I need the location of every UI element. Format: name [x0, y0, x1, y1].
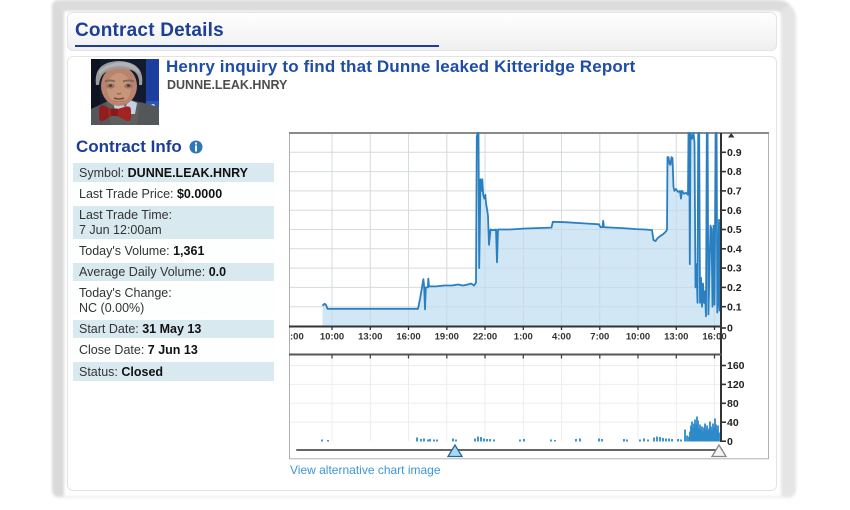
svg-text:0.5: 0.5	[727, 224, 742, 236]
svg-text:0.6: 0.6	[727, 205, 742, 217]
svg-text:16:00: 16:00	[396, 332, 420, 343]
svg-text:0.4: 0.4	[727, 243, 742, 255]
svg-text:13:00: 13:00	[664, 332, 688, 343]
svg-text:0.7: 0.7	[727, 186, 742, 198]
svg-text:0: 0	[727, 436, 733, 448]
svg-text:7:00: 7:00	[590, 332, 609, 343]
svg-text:16:00: 16:00	[702, 332, 726, 343]
svg-text:0: 0	[727, 323, 733, 335]
svg-text:120: 120	[727, 379, 745, 391]
svg-text:0.8: 0.8	[727, 166, 742, 178]
svg-text:10:00: 10:00	[320, 332, 344, 343]
svg-text:0.3: 0.3	[727, 263, 742, 275]
svg-text:0.1: 0.1	[727, 301, 742, 313]
svg-text:22:00: 22:00	[473, 332, 497, 343]
svg-text:4:00: 4:00	[552, 332, 571, 343]
svg-text:1:00: 1:00	[514, 332, 533, 343]
svg-text:19:00: 19:00	[435, 332, 459, 343]
svg-text:0.9: 0.9	[727, 147, 742, 159]
svg-text:80: 80	[727, 398, 739, 410]
svg-text:0.2: 0.2	[727, 282, 742, 294]
svg-text:13:00: 13:00	[358, 332, 382, 343]
svg-text:10:00: 10:00	[626, 332, 650, 343]
svg-text:160: 160	[727, 360, 745, 372]
svg-text::00: :00	[290, 332, 304, 343]
svg-text:40: 40	[727, 417, 739, 429]
